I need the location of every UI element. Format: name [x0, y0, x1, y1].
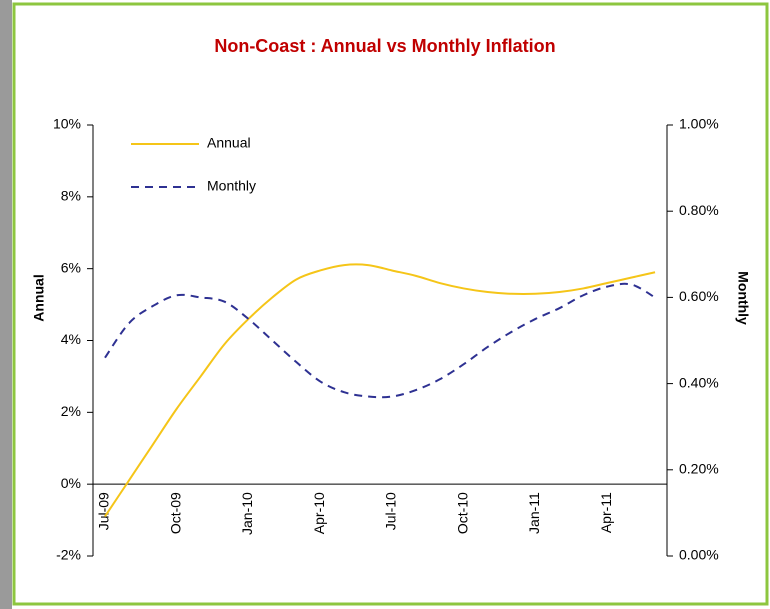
series-line: [104, 282, 656, 399]
x-tick-label: Jul-09: [96, 492, 112, 530]
y2-tick-label: 1.00%: [679, 116, 719, 132]
y-axis-label: Annual: [31, 274, 47, 321]
y-tick-label: 8%: [61, 188, 81, 204]
chart-frame: [12, 2, 769, 606]
legend-label: Annual: [207, 135, 251, 151]
side-strip: [0, 0, 12, 609]
x-tick-label: Oct-10: [454, 492, 470, 534]
y2-axis-label: Monthly: [735, 271, 751, 325]
x-tick-label: Apr-11: [598, 492, 614, 533]
x-tick-label: Jan-10: [239, 492, 255, 535]
y2-tick-label: 0.40%: [679, 374, 719, 390]
series-line: [104, 263, 656, 518]
x-tick-label: Oct-09: [167, 492, 183, 534]
y-tick-label: 10%: [53, 116, 81, 132]
x-tick-label: Jan-11: [526, 492, 542, 534]
y-tick-label: 2%: [61, 403, 81, 419]
y-tick-label: 0%: [61, 475, 81, 491]
y-tick-label: -2%: [56, 547, 81, 563]
x-tick-label: Jul-10: [383, 492, 399, 530]
legend-label: Monthly: [207, 178, 256, 194]
y2-tick-label: 0.00%: [679, 547, 719, 563]
chart-title: Non-Coast : Annual vs Monthly Inflation: [214, 36, 555, 56]
y2-tick-label: 0.80%: [679, 202, 719, 218]
y-tick-label: 6%: [61, 259, 81, 275]
x-tick-label: Apr-10: [311, 492, 327, 534]
y-tick-label: 4%: [61, 331, 81, 347]
y2-tick-label: 0.60%: [679, 288, 719, 304]
y2-tick-label: 0.20%: [679, 461, 719, 477]
